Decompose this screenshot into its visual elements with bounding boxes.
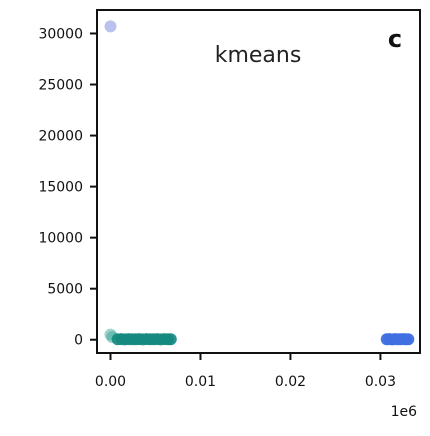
- y-tick-label: 0: [74, 333, 83, 349]
- scatter-point: [104, 20, 116, 32]
- x-tick-label: 0.03: [365, 374, 396, 390]
- x-axis-offset-label: 1e6: [391, 404, 418, 420]
- y-tick-label: 25000: [38, 78, 83, 94]
- scatter-point: [165, 333, 177, 345]
- scatter-point: [402, 333, 414, 345]
- y-axis-ticks: 0 5000 10000 15000 20000 25000 30000: [38, 26, 97, 348]
- x-tick-label: 0.01: [185, 374, 216, 390]
- y-tick-label: 30000: [38, 26, 83, 42]
- chart-title: kmeans: [215, 43, 302, 68]
- x-tick-label: 0.00: [95, 374, 126, 390]
- y-tick-label: 10000: [38, 231, 83, 247]
- y-tick-label: 20000: [38, 129, 83, 145]
- y-tick-label: 15000: [38, 180, 83, 196]
- panel-label: c: [388, 25, 402, 53]
- x-axis-ticks: 0.00 0.01 0.02 0.03: [95, 353, 396, 390]
- scatter-points: [104, 20, 414, 345]
- x-tick-label: 0.02: [275, 374, 306, 390]
- y-tick-label: 5000: [47, 282, 83, 298]
